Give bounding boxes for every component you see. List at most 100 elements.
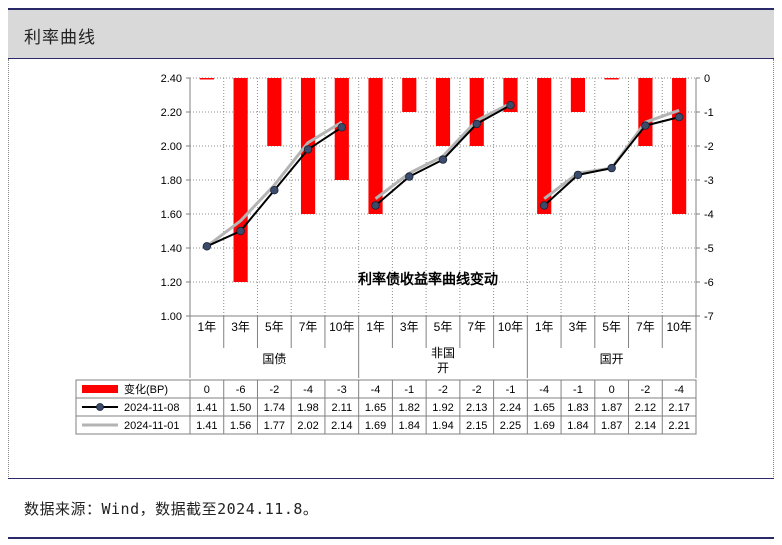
category-label: 10年 bbox=[498, 320, 523, 334]
category-label: 5年 bbox=[434, 320, 453, 334]
category-label: 7年 bbox=[299, 320, 318, 334]
category-label: 5年 bbox=[602, 320, 621, 334]
group-label: 非国 bbox=[431, 346, 455, 360]
table-cell-20241101: 1.77 bbox=[264, 420, 285, 432]
left-tick-label: 1.80 bbox=[161, 175, 182, 187]
bp-change-bar bbox=[570, 78, 586, 112]
bp-change-bar bbox=[233, 78, 248, 282]
table-cell-20241108: 1.82 bbox=[399, 402, 420, 414]
bp-change-bar bbox=[199, 78, 214, 80]
series-20241108-point bbox=[641, 121, 650, 130]
left-tick-label: 1.20 bbox=[161, 277, 182, 289]
table-cell-bp: -4 bbox=[371, 384, 381, 396]
group-label: 国开 bbox=[600, 352, 624, 366]
page-title: 利率曲线 bbox=[24, 28, 96, 48]
table-cell-20241101: 1.84 bbox=[567, 420, 588, 432]
table-cell-20241101: 2.14 bbox=[331, 420, 352, 432]
category-label: 10年 bbox=[329, 320, 354, 334]
right-tick-label: -3 bbox=[704, 175, 714, 187]
category-label: 1年 bbox=[366, 320, 385, 334]
series-20241108-point bbox=[472, 119, 481, 129]
right-tick-label: 0 bbox=[704, 73, 710, 85]
table-cell-bp: -2 bbox=[269, 384, 279, 396]
legend-marker-20241108 bbox=[96, 403, 104, 411]
table-cell-20241108: 2.11 bbox=[332, 402, 353, 414]
plot-area-border bbox=[8, 59, 774, 477]
header-bar: 利率曲线 bbox=[8, 10, 774, 58]
category-label: 1年 bbox=[535, 320, 554, 334]
table-cell-20241101: 2.02 bbox=[297, 420, 318, 432]
table-cell-20241108: 1.74 bbox=[264, 402, 285, 414]
right-tick-label: -4 bbox=[704, 209, 714, 221]
table-cell-bp: -1 bbox=[506, 384, 516, 396]
table-cell-20241108: 1.50 bbox=[230, 402, 251, 414]
left-tick-label: 1.60 bbox=[161, 209, 182, 221]
table-cell-20241108: 1.41 bbox=[196, 402, 217, 414]
category-label: 7年 bbox=[636, 320, 655, 334]
table-cell-20241108: 1.92 bbox=[432, 402, 453, 414]
right-tick-label: -2 bbox=[704, 141, 714, 153]
series-20241101-line bbox=[543, 108, 680, 200]
left-tick-label: 2.20 bbox=[161, 107, 182, 119]
right-tick-label: -7 bbox=[704, 311, 714, 323]
chart-frame: 利率曲线 数据来源：Wind，数据截至2024.11.8。 bbox=[8, 8, 774, 539]
legend-label-20241101: 2024-11-01 bbox=[124, 420, 179, 432]
header-divider bbox=[8, 58, 774, 59]
table-cell-20241108: 1.65 bbox=[533, 402, 554, 414]
table-cell-20241108: 2.13 bbox=[466, 402, 487, 414]
series-20241108-point bbox=[405, 172, 414, 181]
bottom-border bbox=[8, 537, 774, 539]
category-label: 5年 bbox=[265, 320, 284, 334]
bp-change-bar bbox=[267, 78, 282, 146]
legend-key-bp bbox=[82, 385, 118, 393]
series-20241108-point bbox=[540, 201, 549, 210]
right-tick-label: -5 bbox=[704, 243, 714, 255]
series-20241101-line bbox=[205, 120, 343, 248]
series-20241108-point bbox=[236, 226, 245, 236]
footer-divider bbox=[8, 478, 774, 479]
left-tick-label: 1.40 bbox=[161, 243, 182, 255]
series-20241108-point bbox=[607, 163, 616, 173]
table-cell-20241101: 1.69 bbox=[533, 420, 554, 432]
table-cell-20241101: 1.69 bbox=[365, 420, 386, 432]
table-cell-20241101: 1.56 bbox=[230, 420, 251, 432]
data-source-note: 数据来源：Wind，数据截至2024.11.8。 bbox=[24, 500, 319, 518]
series-20241108-point bbox=[674, 112, 684, 122]
series-20241108-point bbox=[371, 201, 380, 210]
chart-title: 利率债收益率曲线变动 bbox=[358, 271, 498, 287]
category-label: 1年 bbox=[198, 320, 217, 334]
left-tick-label: 2.40 bbox=[161, 73, 182, 85]
category-label: 7年 bbox=[467, 320, 486, 334]
series-20241108-point bbox=[202, 242, 212, 251]
table-cell-bp: -4 bbox=[674, 384, 684, 396]
series-20241108-point bbox=[573, 170, 583, 180]
group-label: 国债 bbox=[262, 352, 286, 366]
left-tick-label: 1.00 bbox=[161, 311, 182, 323]
table-cell-bp: -4 bbox=[539, 384, 549, 396]
table-cell-bp: -1 bbox=[404, 384, 414, 396]
table-cell-20241108: 1.83 bbox=[567, 402, 588, 414]
table-cell-20241108: 2.12 bbox=[635, 402, 656, 414]
table-cell-20241108: 1.87 bbox=[601, 402, 622, 414]
category-label: 10年 bbox=[666, 320, 691, 334]
table-cell-20241108: 1.98 bbox=[297, 402, 318, 414]
series-20241108-point bbox=[438, 155, 448, 164]
table-cell-bp: -6 bbox=[236, 384, 246, 396]
table-cell-bp: -4 bbox=[303, 384, 313, 396]
category-label: 3年 bbox=[569, 320, 588, 334]
group-label: 开 bbox=[437, 361, 449, 375]
table-cell-20241101: 1.41 bbox=[196, 420, 217, 432]
data-table-border bbox=[75, 379, 697, 435]
table-cell-20241101: 1.87 bbox=[601, 420, 622, 432]
table-cell-bp: -2 bbox=[641, 384, 651, 396]
bp-change-bar bbox=[402, 78, 417, 112]
right-tick-label: -1 bbox=[704, 107, 714, 119]
series-20241108-point bbox=[270, 185, 279, 195]
category-label: 3年 bbox=[400, 320, 419, 334]
series-20241108-point bbox=[506, 100, 515, 110]
table-cell-20241101: 2.15 bbox=[466, 420, 487, 432]
bp-change-bar bbox=[537, 78, 552, 214]
table-cell-20241101: 1.84 bbox=[399, 420, 420, 432]
bp-change-bar bbox=[435, 78, 451, 146]
table-cell-20241101: 2.21 bbox=[668, 420, 689, 432]
